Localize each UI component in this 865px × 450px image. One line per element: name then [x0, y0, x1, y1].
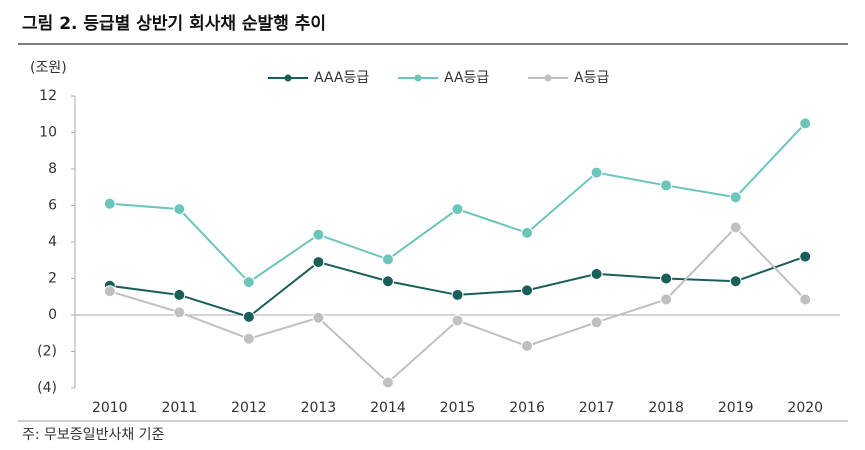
point [521, 226, 534, 239]
point [799, 250, 812, 263]
y-tick-label: 4 [48, 234, 57, 250]
point [103, 285, 116, 298]
point [660, 293, 673, 306]
point [451, 314, 464, 327]
point [451, 203, 464, 216]
x-tick-label: 2017 [579, 400, 615, 416]
point [381, 275, 394, 288]
y-tick-label: 2 [48, 271, 57, 287]
y-tick-label: 6 [48, 198, 57, 214]
point [381, 253, 394, 266]
series-line [109, 122, 806, 284]
point [173, 306, 186, 319]
point [729, 275, 742, 288]
point [521, 284, 534, 297]
point [381, 376, 394, 389]
point [660, 179, 673, 192]
point [103, 197, 116, 210]
y-tick-label: 0 [48, 307, 57, 323]
point [799, 117, 812, 130]
unit-label: (조원) [30, 60, 67, 76]
chart-title: 그림 2. 등급별 상반기 회사채 순발행 추이 [22, 14, 326, 34]
point [312, 311, 325, 324]
y-tick-label: (4) [37, 380, 57, 396]
point [173, 288, 186, 301]
legend-marker [284, 74, 292, 82]
point [242, 310, 255, 323]
point [590, 316, 603, 329]
footnote: 주: 무보증일반사채 기준 [22, 427, 165, 443]
point [729, 221, 742, 234]
x-tick-label: 2019 [718, 400, 754, 416]
series-line [109, 255, 806, 318]
x-tick-label: 2012 [231, 400, 267, 416]
x-tick-label: 2014 [370, 400, 406, 416]
x-tick-label: 2011 [161, 400, 197, 416]
legend-marker [414, 74, 422, 82]
point [173, 203, 186, 216]
point [660, 272, 673, 285]
point [242, 332, 255, 345]
point [312, 228, 325, 241]
y-tick-label: 12 [39, 88, 57, 104]
point [312, 256, 325, 269]
point [799, 293, 812, 306]
legend-label: A등급 [574, 70, 609, 86]
x-tick-label: 2010 [92, 400, 128, 416]
point [729, 191, 742, 204]
y-tick-label: 8 [48, 161, 57, 177]
point [590, 267, 603, 280]
x-tick-label: 2013 [301, 400, 337, 416]
legend-label: AA등급 [444, 70, 489, 86]
point [521, 340, 534, 353]
x-tick-label: 2016 [509, 400, 545, 416]
y-tick-label: 10 [39, 125, 57, 141]
legend-label: AAA등급 [314, 70, 369, 86]
x-tick-label: 2015 [440, 400, 476, 416]
x-tick-label: 2018 [648, 400, 684, 416]
legend-marker [544, 74, 552, 82]
point [451, 288, 464, 301]
point [242, 276, 255, 289]
y-tick-label: (2) [37, 344, 57, 360]
point [590, 166, 603, 179]
x-tick-label: 2020 [787, 400, 823, 416]
